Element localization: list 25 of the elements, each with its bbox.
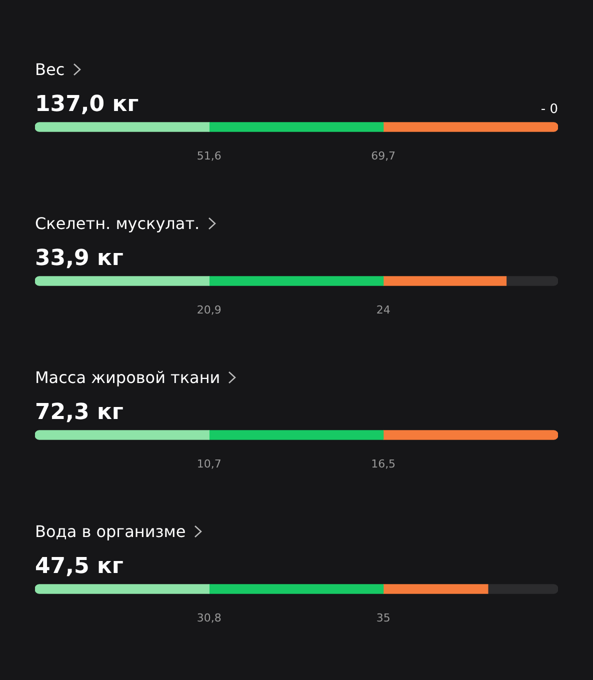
chart-subtitle: 72,3 кг [35, 400, 124, 425]
text: 16,5 [371, 457, 396, 470]
bar [35, 584, 210, 594]
bar [382, 276, 507, 286]
bar [35, 276, 210, 286]
text: - 0 [540, 102, 558, 117]
text: 51,6 [196, 149, 222, 162]
text: 69,7 [371, 149, 396, 162]
chart-title: Масса жировой ткани [35, 368, 220, 386]
chart-subtitle: 33,9 кг [35, 246, 124, 271]
chart-subtitle: 137,0 кг [35, 92, 139, 117]
chart-subtitle: 47,5 кг [35, 554, 124, 579]
bar [382, 584, 488, 594]
text: 24 [376, 303, 390, 316]
bar [506, 276, 558, 286]
chart-title: Вода в организме [35, 522, 186, 540]
text: 30,8 [196, 611, 222, 624]
bar [488, 584, 558, 594]
text: 10,7 [196, 457, 222, 470]
bar [208, 584, 384, 594]
text: 20,9 [196, 303, 222, 316]
text: 35 [376, 611, 390, 624]
chart-title: Вес [35, 60, 65, 78]
chart-title: Скелетн. мускулат. [35, 214, 200, 232]
bar [208, 276, 384, 286]
